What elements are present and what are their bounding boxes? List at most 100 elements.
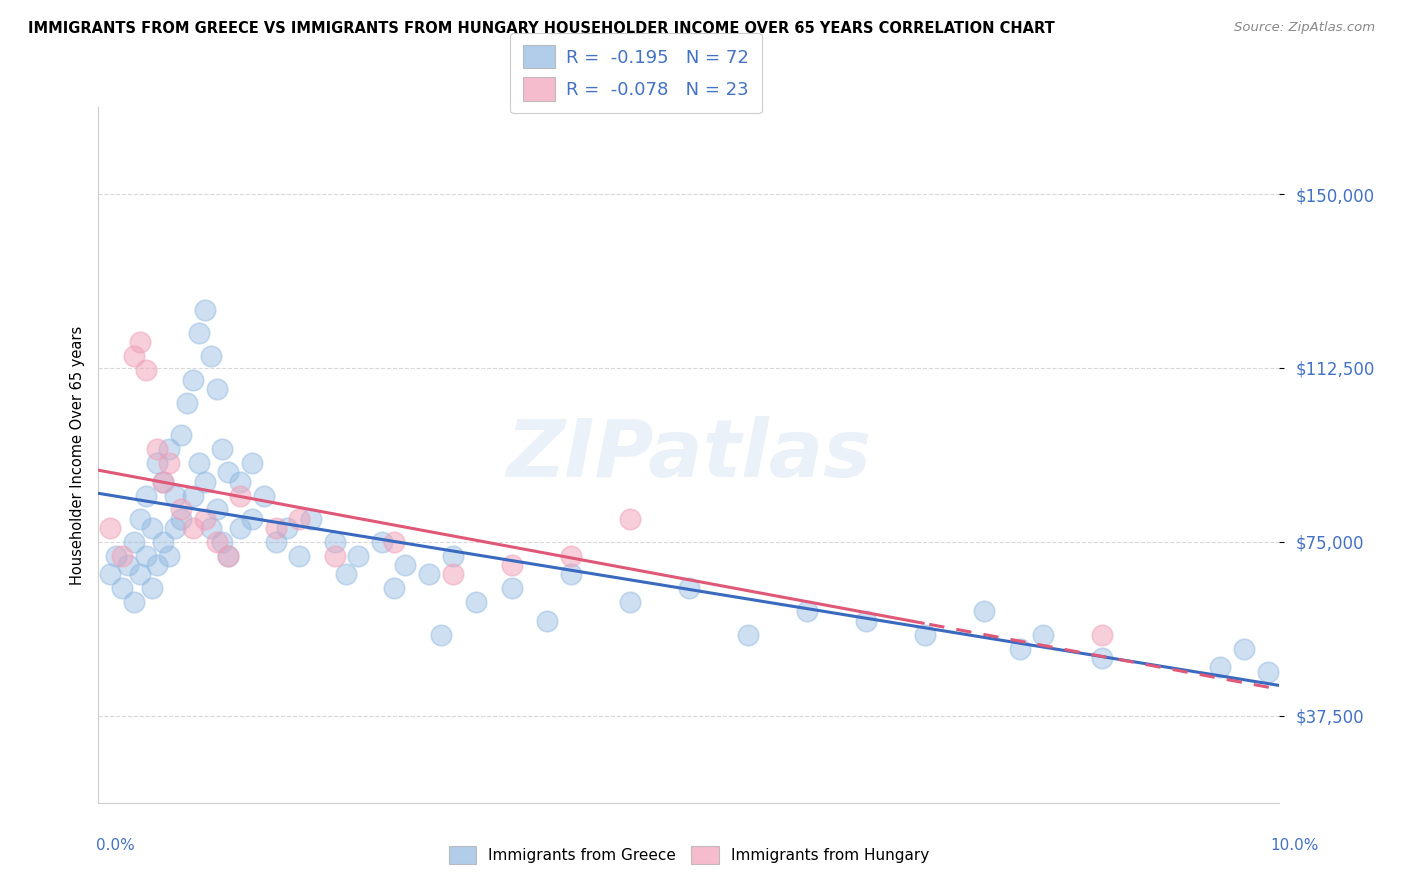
Point [122,534,145,549]
Point [501,582,523,596]
Point [371,534,394,549]
Point [105,549,128,563]
Point [914,628,936,642]
Point [187,456,209,470]
Point [181,373,204,387]
Point [229,475,252,489]
Point [217,549,239,563]
Point [152,475,174,489]
Point [253,489,276,503]
Point [430,628,453,642]
Point [122,350,145,364]
Point [737,628,759,642]
Point [973,605,995,619]
Point [152,475,174,489]
Point [111,549,134,563]
Point [240,511,263,525]
Point [157,456,180,470]
Point [170,511,193,525]
Point [418,567,440,582]
Point [1233,641,1256,656]
Point [98,521,121,535]
Point [1032,628,1054,642]
Point [465,595,488,609]
Point [1091,651,1114,665]
Point [141,582,163,596]
Point [211,534,233,549]
Point [117,558,139,573]
Point [146,442,169,456]
Point [187,326,209,341]
Point [229,489,252,503]
Point [128,335,150,350]
Point [194,475,217,489]
Point [560,549,582,563]
Point [176,395,198,409]
Point [536,614,558,628]
Point [240,456,263,470]
Point [217,549,239,563]
Point [170,502,193,516]
Point [382,534,405,549]
Point [170,428,193,442]
Point [678,582,700,596]
Text: 0.0%: 0.0% [96,838,135,853]
Point [165,489,187,503]
Point [135,549,157,563]
Point [276,521,298,535]
Point [98,567,121,582]
Point [194,303,217,318]
Text: 10.0%: 10.0% [1271,838,1319,853]
Point [205,502,228,516]
Point [181,521,204,535]
Point [441,567,464,582]
Point [323,549,346,563]
Point [146,456,169,470]
Point [181,489,204,503]
Point [1008,641,1031,656]
Point [141,521,163,535]
Legend: Immigrants from Greece, Immigrants from Hungary: Immigrants from Greece, Immigrants from … [441,838,936,871]
Point [1209,660,1232,674]
Point [264,534,287,549]
Point [347,549,370,563]
Point [560,567,582,582]
Point [299,511,322,525]
Point [264,521,287,535]
Point [217,466,239,480]
Point [111,582,134,596]
Point [229,521,252,535]
Point [122,595,145,609]
Point [135,489,157,503]
Point [128,567,150,582]
Text: IMMIGRANTS FROM GREECE VS IMMIGRANTS FROM HUNGARY HOUSEHOLDER INCOME OVER 65 YEA: IMMIGRANTS FROM GREECE VS IMMIGRANTS FRO… [28,21,1054,37]
Point [1091,628,1114,642]
Point [796,605,818,619]
Point [135,363,157,377]
Point [205,534,228,549]
Point [288,511,311,525]
Point [394,558,416,573]
Point [194,511,217,525]
Text: Source: ZipAtlas.com: Source: ZipAtlas.com [1234,21,1375,35]
Point [211,442,233,456]
Point [382,582,405,596]
Point [152,534,174,549]
Y-axis label: Householder Income Over 65 years: Householder Income Over 65 years [69,326,84,584]
Point [619,595,641,609]
Point [157,549,180,563]
Point [288,549,311,563]
Point [157,442,180,456]
Point [146,558,169,573]
Point [128,511,150,525]
Point [855,614,877,628]
Point [323,534,346,549]
Point [335,567,357,582]
Point [501,558,523,573]
Point [200,350,222,364]
Point [441,549,464,563]
Point [200,521,222,535]
Point [1257,665,1279,679]
Point [205,382,228,396]
Point [165,521,187,535]
